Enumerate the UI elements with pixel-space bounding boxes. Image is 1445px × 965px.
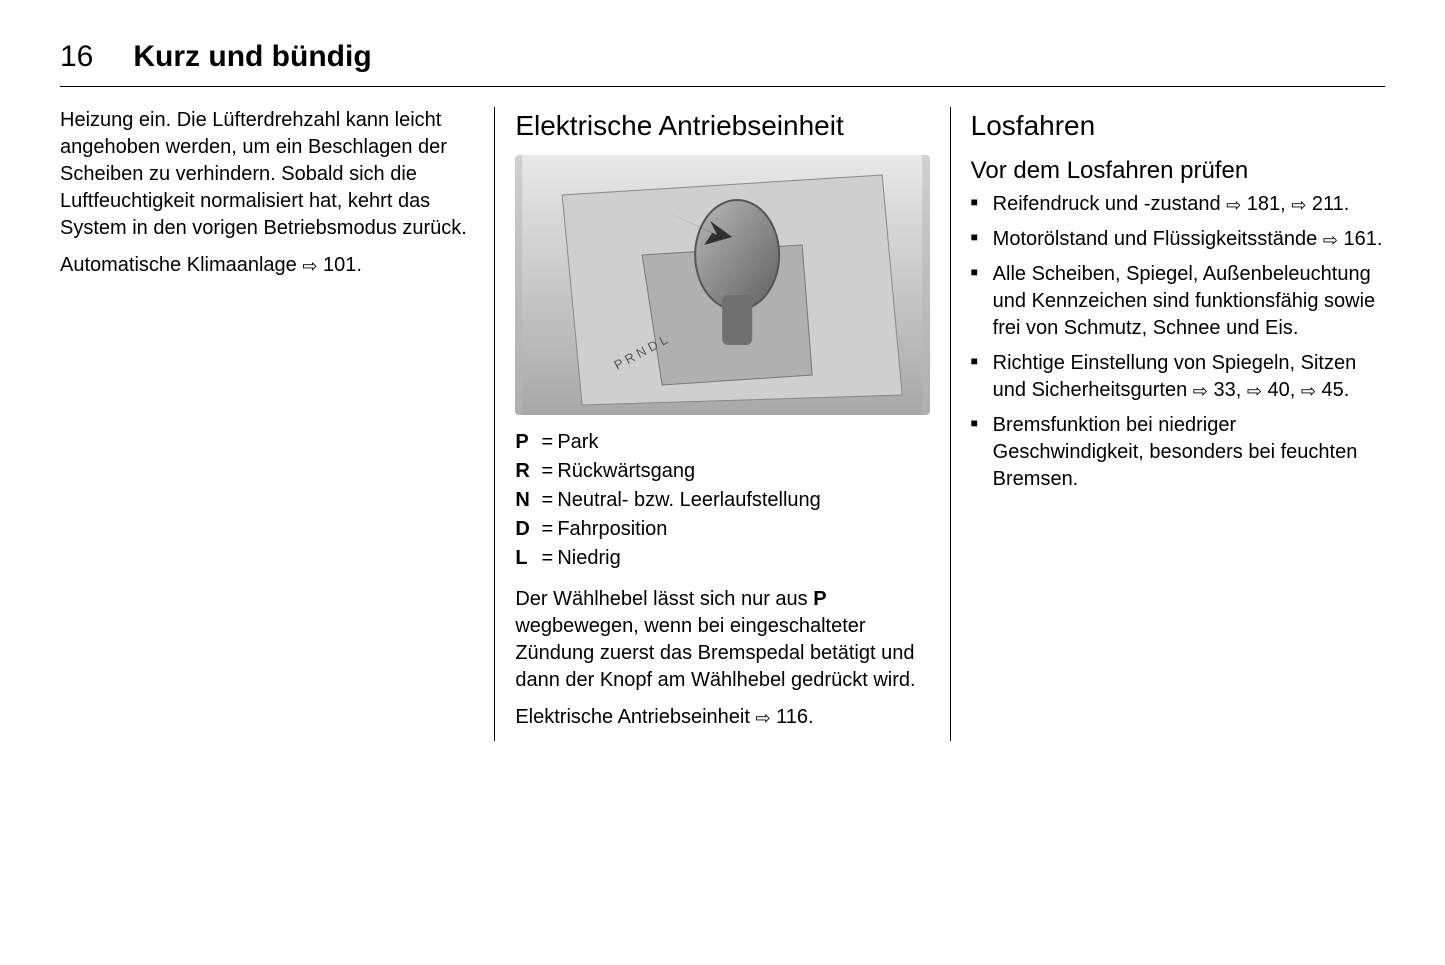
column-3: Losfahren Vor dem Losfahren prüfen Reife…: [951, 107, 1385, 741]
gear-val: Neutral- bzw. Leerlaufstellung: [557, 487, 929, 514]
column-2: Elektrische Antriebseinheit: [495, 107, 950, 741]
reference-icon: ⇨: [1193, 379, 1208, 403]
col1-para1: Heizung ein. Die Lüfterdrehzahl kann lei…: [60, 107, 474, 242]
gear-key: R: [515, 458, 537, 485]
checklist-item: Bremsfunktion bei niedriger Geschwindigk…: [971, 412, 1385, 493]
reference-icon: ⇨: [1226, 193, 1241, 217]
gear-lever-svg: P R N D L: [515, 155, 929, 415]
col2-para2-text: Elektrische Antriebseinheit: [515, 706, 755, 728]
col2-para1: Der Wählhebel lässt sich nur aus P wegbe…: [515, 586, 929, 694]
col2-para2-ref: 116.: [776, 706, 813, 728]
reference-icon: ⇨: [1323, 228, 1338, 252]
col2-para2: Elektrische Antriebseinheit ⇨ 116.: [515, 704, 929, 731]
item-text: Reifendruck und -zustand: [993, 193, 1226, 215]
gear-key: P: [515, 429, 537, 456]
col1-para2: Automatische Klimaanlage ⇨ 101.: [60, 252, 474, 279]
col1-para2-text: Automatische Klimaanlage: [60, 254, 302, 276]
reference-icon: ⇨: [755, 706, 770, 730]
gear-val: Park: [557, 429, 929, 456]
gear-val: Niedrig: [557, 545, 929, 572]
gear-key: D: [515, 516, 537, 543]
gear-eq: =: [537, 516, 557, 543]
gear-row: N=Neutral- bzw. Leerlaufstellung: [515, 487, 929, 514]
checklist-item: Reifendruck und -zustand ⇨ 181, ⇨ 211.: [971, 191, 1385, 218]
col3-subheading: Vor dem Losfahren prüfen: [971, 155, 1385, 187]
gear-row: P=Park: [515, 429, 929, 456]
gear-eq: =: [537, 458, 557, 485]
gear-row: D=Fahrposition: [515, 516, 929, 543]
reference-icon: ⇨: [1291, 193, 1306, 217]
col2-para1-a: Der Wählhebel lässt sich nur aus: [515, 588, 813, 610]
page-number: 16: [60, 40, 93, 74]
col2-para1-bold: P: [813, 588, 826, 610]
gear-eq: =: [537, 487, 557, 514]
checklist-item: Richtige Einstellung von Spiegeln, Sitze…: [971, 350, 1385, 404]
item-text: Motorölstand und Flüssigkeitsstände: [993, 228, 1323, 250]
gear-key: N: [515, 487, 537, 514]
gear-row: R=Rückwärtsgang: [515, 458, 929, 485]
gear-eq: =: [537, 545, 557, 572]
content-columns: Heizung ein. Die Lüfterdrehzahl kann lei…: [60, 107, 1385, 741]
col2-para1-b: wegbewegen, wenn bei eingeschalteter Zün…: [515, 615, 915, 691]
gear-positions-table: P=ParkR=RückwärtsgangN=Neutral- bzw. Lee…: [515, 429, 929, 572]
gear-val: Rückwärtsgang: [557, 458, 929, 485]
gear-row: L=Niedrig: [515, 545, 929, 572]
checklist: Reifendruck und -zustand ⇨ 181, ⇨ 211. Mo…: [971, 191, 1385, 493]
col3-heading: Losfahren: [971, 107, 1385, 145]
col1-para2-ref: 101.: [323, 254, 362, 276]
checklist-item: Motorölstand und Flüssigkeitsstände ⇨ 16…: [971, 226, 1385, 253]
checklist-item: Alle Scheiben, Spiegel, Außenbeleuchtung…: [971, 261, 1385, 342]
reference-icon: ⇨: [302, 254, 317, 278]
reference-icon: ⇨: [1301, 379, 1316, 403]
gear-val: Fahrposition: [557, 516, 929, 543]
reference-icon: ⇨: [1247, 379, 1262, 403]
col2-heading: Elektrische Antriebseinheit: [515, 107, 929, 145]
gear-key: L: [515, 545, 537, 572]
chapter-title: Kurz und bündig: [133, 40, 371, 74]
gear-lever-figure: P R N D L: [515, 155, 929, 415]
column-1: Heizung ein. Die Lüfterdrehzahl kann lei…: [60, 107, 495, 741]
gear-eq: =: [537, 429, 557, 456]
page-header: 16 Kurz und bündig: [60, 40, 1385, 87]
